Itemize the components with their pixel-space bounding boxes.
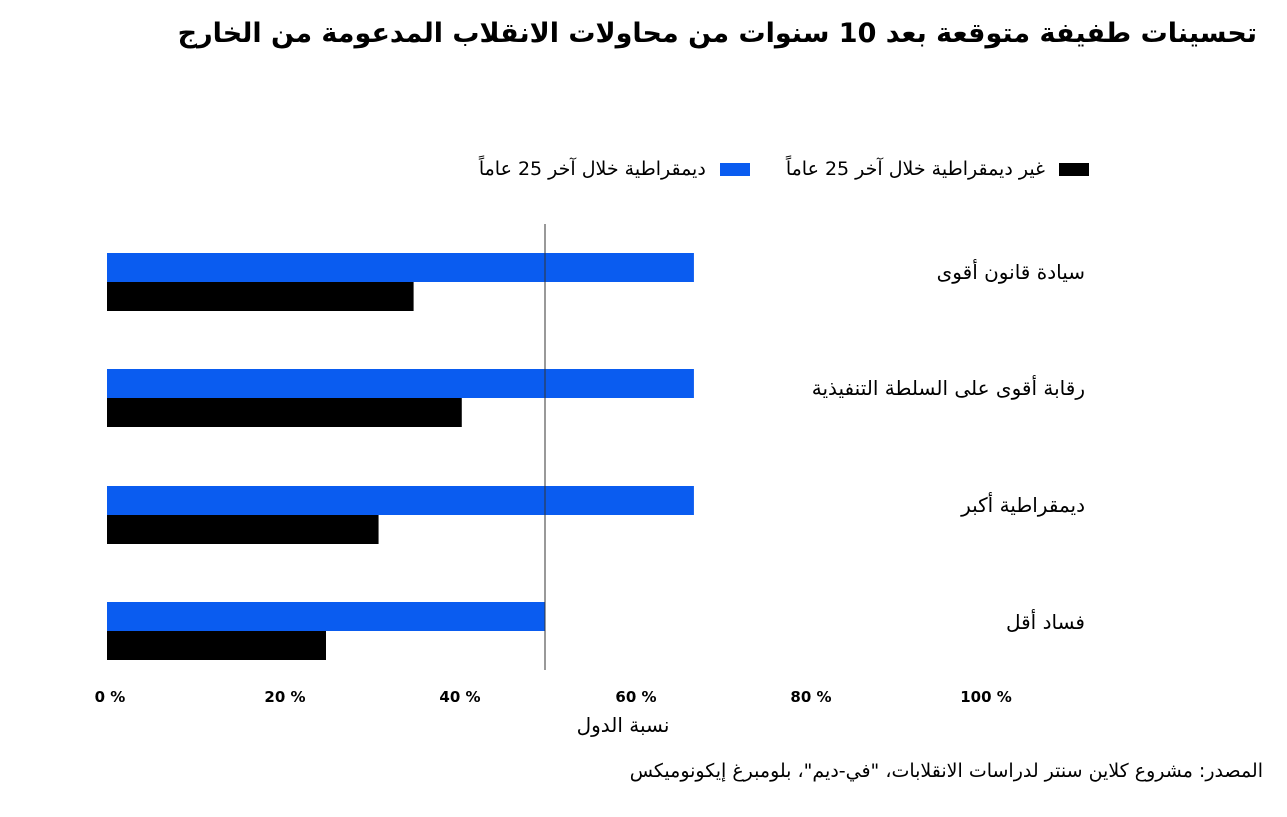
source-note: المصدر: مشروع كلاين سنتر لدراسات الانقلا…	[629, 760, 1263, 782]
legend-label-non-democratic: غير ديمقراطية خلال آخر 25 عاماً	[785, 158, 1045, 180]
x-tick-label: 60 %	[615, 688, 657, 706]
x-axis-label: نسبة الدول	[576, 713, 670, 737]
category-label: فساد أقل	[1005, 610, 1085, 634]
x-tick-label: 40 %	[439, 688, 481, 706]
legend-label-democratic: ديمقراطية خلال آخر 25 عاماً	[478, 158, 706, 180]
legend-item-democratic: ديمقراطية خلال آخر 25 عاماً	[479, 158, 750, 180]
x-tick-label: 100 %	[960, 688, 1012, 706]
bar-non-democratic	[107, 515, 379, 544]
bar-democratic	[107, 253, 694, 282]
legend: غير ديمقراطية خلال آخر 25 عاماً ديمقراطي…	[443, 158, 1089, 180]
bar-democratic	[107, 369, 694, 398]
category-label: ديمقراطية أكبر	[961, 493, 1085, 517]
category-label: سيادة قانون أقوى	[936, 260, 1085, 284]
legend-swatch-non-democratic	[1059, 162, 1089, 176]
x-tick-label: 80 %	[790, 688, 832, 706]
bar-non-democratic	[107, 631, 326, 660]
x-tick-label: 0 %	[94, 688, 126, 706]
category-label: رقابة أقوى على السلطة التنفيذية	[811, 376, 1085, 400]
bar-non-democratic	[107, 398, 462, 427]
x-tick-label: 20 %	[264, 688, 306, 706]
legend-swatch-democratic	[719, 162, 750, 176]
legend-item-non-democratic: غير ديمقراطية خلال آخر 25 عاماً	[786, 158, 1089, 180]
bar-democratic	[107, 486, 694, 515]
chart-title: تحسينات طفيفة متوقعة بعد 10 سنوات من محا…	[177, 18, 1257, 49]
bar-democratic	[107, 602, 545, 631]
bar-non-democratic	[107, 282, 414, 311]
